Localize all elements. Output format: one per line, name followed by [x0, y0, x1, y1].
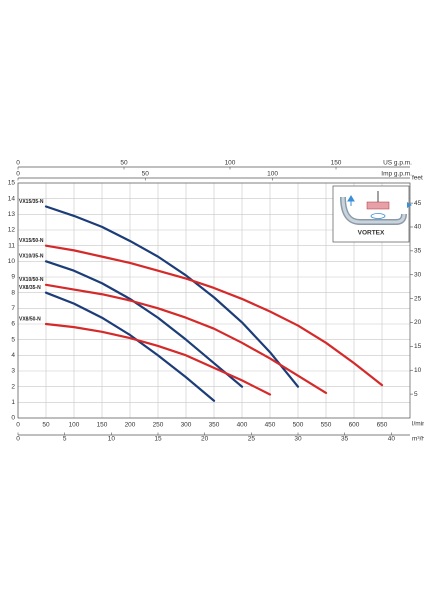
secondary-tick-label: 25	[248, 436, 256, 443]
secondary-tick-label: 150	[331, 160, 342, 167]
series-label: VX10/50-N	[19, 277, 44, 283]
secondary-tick-label: 35	[341, 436, 349, 443]
vortex-inset: VORTEX	[332, 185, 412, 243]
secondary-tick-label: 0	[16, 171, 20, 178]
inset-label: VORTEX	[358, 230, 385, 237]
secondary-axis-label: Imp g.p.m.	[381, 171, 412, 178]
y-tick-label: 6	[11, 321, 15, 328]
x-tick-label: 550	[321, 422, 332, 429]
secondary-tick-label: 10	[108, 436, 116, 443]
secondary-tick-label: 15	[154, 436, 162, 443]
y2-tick-label: 5	[414, 391, 418, 398]
secondary-axis-label: m³/h	[412, 436, 424, 443]
x-tick-label: 350	[209, 422, 220, 429]
x-tick-label: 100	[69, 422, 80, 429]
y-tick-label: 13	[8, 211, 16, 218]
y2-tick-label: 35	[414, 248, 422, 255]
y-tick-label: 0	[11, 415, 15, 422]
y-tick-label: 5	[11, 336, 15, 343]
x-tick-label: 200	[125, 422, 136, 429]
y-tick-label: 2	[11, 383, 15, 390]
secondary-tick-label: 40	[388, 436, 396, 443]
secondary-tick-label: 50	[142, 171, 150, 178]
secondary-tick-label: 20	[201, 436, 209, 443]
curve	[44, 283, 328, 395]
y2-tick-label: 15	[414, 343, 422, 350]
y-tick-label: 3	[11, 368, 15, 375]
series-label: VX8/50-N	[19, 316, 41, 322]
y-tick-label: 8	[11, 289, 15, 296]
y2-tick-label: 25	[414, 295, 422, 302]
y2-axis-label: feet	[412, 175, 423, 182]
series-label: VX8/35-N	[19, 285, 41, 291]
x-tick-label: 400	[237, 422, 248, 429]
y-tick-label: 12	[8, 227, 16, 234]
inset-casing-inner	[341, 196, 406, 224]
curve	[44, 244, 384, 387]
y-tick-label: 10	[8, 258, 16, 265]
x-tick-label: 300	[181, 422, 192, 429]
y-tick-label: 11	[8, 242, 15, 249]
secondary-tick-label: 100	[267, 171, 278, 178]
x-tick-label: 0	[16, 422, 20, 429]
secondary-tick-label: 100	[225, 160, 236, 167]
y2-tick-label: 10	[414, 367, 422, 374]
inset-arrow	[407, 202, 412, 208]
x-tick-label: 500	[293, 422, 304, 429]
series-label: VX15/50-N	[19, 238, 44, 244]
x-tick-label: 150	[97, 422, 108, 429]
x-tick-label: 600	[349, 422, 360, 429]
y-tick-label: 7	[11, 305, 15, 312]
secondary-axis-label: US g.p.m.	[383, 160, 412, 167]
x-tick-label: 450	[265, 422, 276, 429]
x-axis-label: l/min	[412, 421, 424, 428]
secondary-tick-label: 50	[120, 160, 128, 167]
x-tick-label: 50	[42, 422, 50, 429]
secondary-tick-label: 0	[16, 436, 20, 443]
y-tick-label: 9	[11, 274, 15, 281]
curve	[44, 291, 216, 402]
inset-impeller	[366, 201, 390, 210]
x-tick-label: 650	[377, 422, 388, 429]
secondary-tick-label: 30	[294, 436, 302, 443]
series-label: VX15/35-N	[19, 199, 44, 205]
y-tick-label: 1	[11, 399, 15, 406]
y-tick-label: 14	[8, 195, 16, 202]
curve	[44, 260, 244, 388]
secondary-tick-label: 5	[63, 436, 67, 443]
y-tick-label: 15	[8, 180, 16, 187]
curve	[44, 205, 300, 388]
y-tick-label: 4	[11, 352, 15, 359]
x-tick-label: 250	[153, 422, 164, 429]
series-label: VX10/35-N	[19, 254, 44, 260]
curve	[44, 322, 272, 396]
y2-tick-label: 40	[414, 224, 422, 231]
y2-tick-label: 30	[414, 271, 422, 278]
y2-tick-label: 45	[414, 200, 422, 207]
y2-tick-label: 20	[414, 319, 422, 326]
inset-swirl	[370, 213, 386, 219]
plot-frame	[17, 182, 411, 419]
inset-arrow	[347, 195, 355, 206]
secondary-tick-label: 0	[16, 160, 20, 167]
